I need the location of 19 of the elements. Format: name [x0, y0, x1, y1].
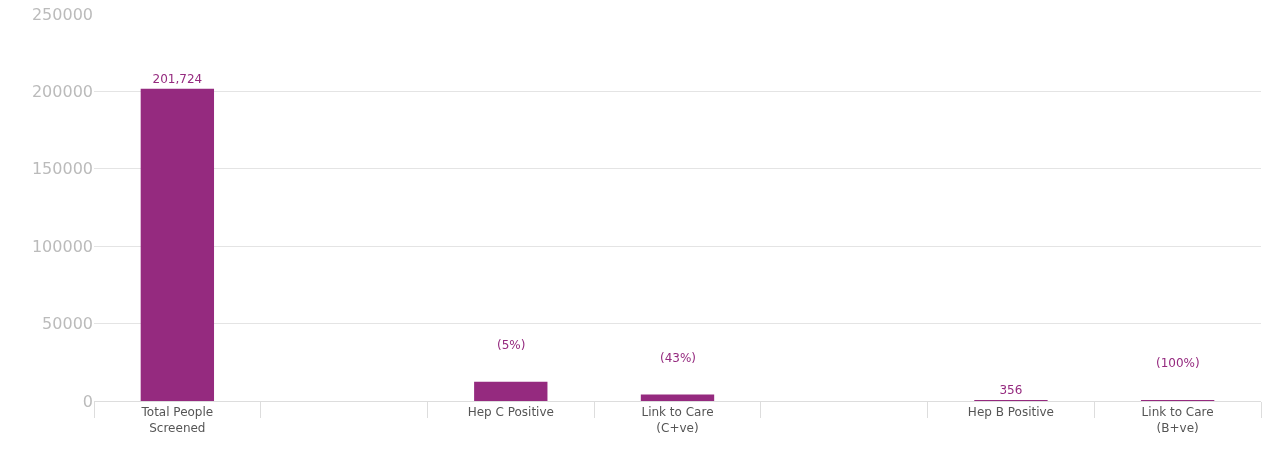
x-tick-label: Total People Screened	[140, 405, 214, 435]
y-tick-label: 150000	[31, 159, 93, 179]
bar	[140, 88, 215, 401]
annotation: (5%)	[497, 338, 526, 352]
y-tick-label: 250000	[31, 4, 93, 24]
annotation: (43%)	[660, 351, 697, 365]
bar	[640, 394, 715, 401]
data-label: 201,724	[152, 71, 203, 86]
y-tick-label: 200000	[31, 82, 93, 101]
y-tick-label: 100000	[31, 236, 93, 256]
bar	[474, 381, 548, 401]
data-label: 356	[999, 383, 1023, 397]
x-tick-label: Link to Care (B+ve)	[1141, 405, 1214, 435]
annotation: (100%)	[1156, 356, 1200, 370]
x-tick-label: Link to Care (C+ve)	[641, 405, 714, 435]
x-tick-label: Hep B Positive	[967, 405, 1055, 420]
y-tick-label: 0	[82, 391, 93, 411]
y-tick-label: 50000	[42, 314, 93, 334]
x-tick-label: Hep C Positive	[467, 405, 554, 420]
